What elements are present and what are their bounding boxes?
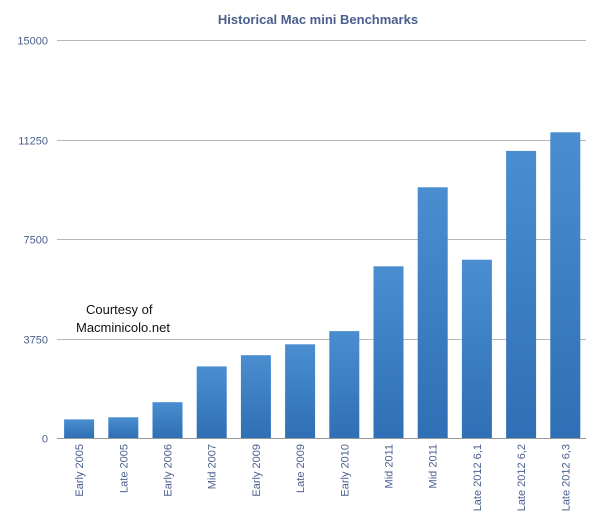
chart-title: Historical Mac mini Benchmarks — [218, 12, 418, 27]
bars — [64, 132, 581, 439]
x-tick-label: Early 2010 — [339, 444, 351, 497]
bar — [240, 355, 271, 438]
y-tick-label: 3750 — [24, 335, 48, 347]
y-tick-label: 15000 — [17, 36, 48, 48]
x-axis-ticks: Early 2005 Late 2005 Early 2006 Mid 2007 Ear… — [74, 444, 572, 511]
bar — [108, 417, 139, 438]
bar — [506, 150, 537, 438]
y-axis-ticks: 0 3750 7500 11250 15000 — [17, 36, 48, 446]
bar — [285, 344, 316, 438]
x-tick-label: Late 2012 6,3 — [560, 444, 572, 511]
x-tick-label: Mid 2007 — [207, 444, 219, 489]
y-tick-label: 0 — [42, 434, 48, 446]
bar — [417, 187, 448, 438]
bar — [461, 259, 492, 438]
x-tick-label: Late 2012 6,2 — [516, 444, 528, 511]
bar — [550, 132, 581, 439]
x-tick-label: Late 2012 6,1 — [472, 444, 484, 511]
x-tick-label: Late 2005 — [118, 444, 130, 493]
x-tick-label: Mid 2011 — [428, 444, 440, 488]
y-tick-label: 11250 — [18, 136, 48, 148]
x-tick-label: Mid 2011 — [384, 444, 396, 488]
x-tick-label: Early 2009 — [251, 444, 263, 497]
annotation-line-2: Macminicolo.net — [76, 320, 170, 335]
x-tick-label: Early 2006 — [163, 444, 175, 497]
bar — [64, 419, 95, 438]
annotation: Courtesy of Macminicolo.net — [76, 302, 170, 335]
grid-lines — [57, 40, 586, 439]
bar — [373, 266, 404, 438]
annotation-line-1: Courtesy of — [86, 302, 153, 317]
y-tick-label: 7500 — [24, 235, 48, 247]
x-tick-label: Late 2009 — [295, 444, 307, 493]
x-tick-label: Early 2005 — [74, 444, 86, 497]
bar — [329, 331, 360, 438]
bar — [196, 366, 227, 438]
bar — [152, 402, 183, 438]
